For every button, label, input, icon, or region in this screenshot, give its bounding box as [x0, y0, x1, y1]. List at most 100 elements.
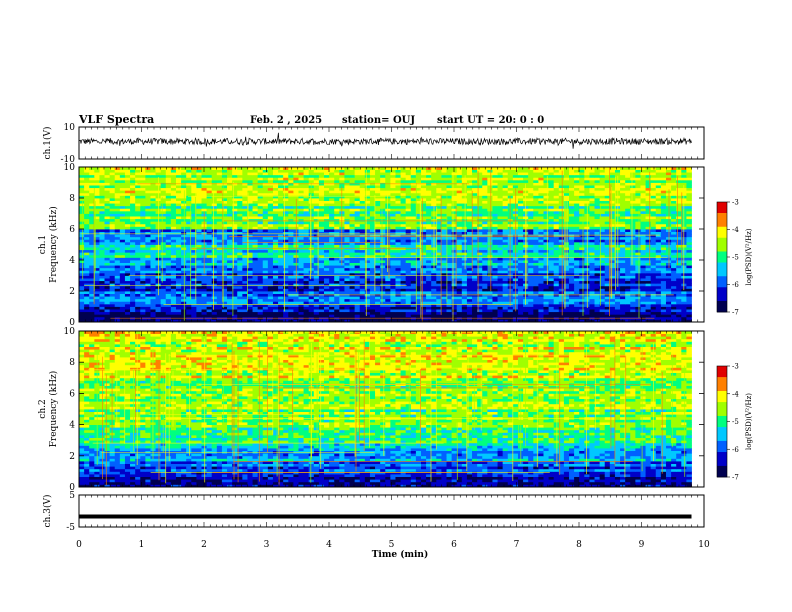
colorbar-cell — [717, 424, 727, 428]
colorbar-cell — [717, 427, 727, 431]
ch1-colorbar: -3 -4 -5 -6 -7 log(PSD)(V²/Hz) — [716, 199, 753, 317]
colorbar-tick-label: -5 — [732, 254, 739, 262]
colorbar-cell — [717, 393, 727, 397]
ch1-ytick-label: -10 — [61, 155, 76, 165]
colorbar-tick-label: -6 — [732, 446, 739, 454]
x-tick-label: 7 — [514, 540, 520, 550]
ch1-spectrogram-ytick-label: 0 — [69, 318, 75, 328]
ch3-waveform-panel: 5 -5 ch.3(V) — [42, 491, 705, 533]
ch2-spectrogram-panel: 0 2 4 6 8 10 ch.2 Frequency (kHz) — [38, 327, 705, 493]
ch1-spectrogram-ytick-label: 10 — [64, 163, 76, 173]
ch1-spectrogram-panel: 0 2 4 6 8 10 ch.1 Frequency (kHz) — [38, 163, 705, 328]
x-tick-label: 2 — [201, 540, 207, 550]
ch2-spectrogram-ytick-label: 10 — [64, 327, 76, 337]
ch2-spectrogram-ytick-label: 0 — [69, 483, 75, 493]
colorbar-cell — [717, 290, 727, 294]
colorbar-cell — [717, 259, 727, 263]
ch1-spectrogram-ylabel: ch.1 — [38, 235, 48, 254]
colorbar-cell — [717, 379, 727, 384]
colorbar-cell — [717, 388, 727, 392]
colorbar-cell — [717, 262, 727, 266]
colorbar-cell — [717, 221, 727, 225]
colorbar-cell — [717, 404, 727, 409]
colorbar-cell — [717, 443, 727, 447]
colorbar-cell — [717, 465, 727, 470]
colorbar-cell — [717, 210, 727, 214]
colorbar-cell — [717, 410, 727, 414]
colorbar-cell — [717, 226, 727, 230]
colorbar-cell — [717, 463, 727, 467]
ch3-ytick-label: -5 — [66, 523, 75, 533]
x-tick-label: 0 — [76, 540, 82, 550]
colorbar-cell — [717, 215, 727, 219]
ch2-spectrogram-ytick-label: 2 — [69, 452, 75, 462]
figure-title: VLF Spectra — [78, 113, 154, 126]
colorbar-tick-label: -6 — [732, 281, 739, 289]
colorbar-cell — [717, 399, 727, 403]
ch1-spectrogram-ylabel: Frequency (kHz) — [48, 206, 59, 283]
colorbar-cell — [717, 421, 727, 425]
colorbar-cell — [717, 449, 727, 453]
ch3-ylabel: ch.3(V) — [42, 495, 53, 528]
colorbar-cell — [717, 429, 727, 433]
ch1-trace — [78, 132, 692, 149]
colorbar-cell — [717, 235, 727, 239]
colorbar-cell — [717, 435, 727, 439]
colorbar-cell — [717, 232, 727, 236]
colorbar-cell — [717, 418, 727, 422]
colorbar-cell — [717, 303, 727, 307]
ch1-waveform-panel: 10 -10 ch.1(V) — [42, 123, 705, 165]
colorbar-cell — [717, 202, 727, 206]
colorbar-tick-label: -7 — [732, 309, 739, 317]
colorbar-cell — [717, 224, 727, 228]
colorbar-cell — [717, 270, 727, 274]
colorbar-cell — [717, 292, 727, 296]
colorbar-cell — [717, 237, 727, 241]
colorbar-cell — [717, 284, 727, 288]
x-tick-label: 1 — [139, 540, 145, 550]
colorbar-cell — [717, 413, 727, 417]
colorbar-cell — [717, 377, 727, 381]
colorbar-cell — [717, 368, 727, 372]
colorbar-cell — [717, 374, 727, 378]
x-tick-label: 10 — [698, 540, 710, 550]
colorbar-label: log(PSD)(V²/Hz) — [745, 393, 753, 450]
colorbar-cell — [717, 204, 727, 208]
ch2-spectrogram-ylabel: ch.2 — [38, 399, 48, 418]
colorbar-tick-label: -3 — [732, 199, 739, 207]
colorbar-cell — [717, 402, 727, 406]
colorbar-cell — [717, 440, 727, 445]
ch2-colorbar: -3 -4 -5 -6 -7 log(PSD)(V²/Hz) — [716, 363, 753, 482]
colorbar-cell — [717, 257, 727, 261]
colorbar-cell — [717, 390, 727, 395]
colorbar-cell — [717, 281, 727, 285]
colorbar-cell — [717, 246, 727, 250]
colorbar-cell — [717, 268, 727, 272]
colorbar-cell — [717, 248, 727, 252]
header-start-time: start UT = 20: 0 : 0 — [437, 115, 544, 126]
colorbar-cell — [717, 371, 727, 375]
colorbar-cell — [717, 229, 727, 233]
colorbar-cell — [717, 454, 727, 458]
x-tick-label: 9 — [639, 540, 645, 550]
colorbar-cell — [717, 457, 727, 461]
x-axis-label: Time (min) — [372, 549, 429, 560]
x-tick-label: 5 — [389, 540, 395, 550]
colorbar-cell — [717, 213, 727, 217]
colorbar-cell — [717, 396, 727, 400]
colorbar-cell — [717, 452, 727, 456]
ch2-spectrogram-ytick-label: 8 — [69, 358, 75, 368]
x-tick-label: 8 — [576, 540, 582, 550]
ch1-spectrogram-ytick-label: 8 — [69, 194, 75, 204]
ch2-spectrogram-ytick-label: 6 — [69, 389, 75, 399]
header-date: Feb. 2 , 2025 — [250, 115, 322, 126]
ch2-spectrogram-ylabel: Frequency (kHz) — [48, 371, 59, 448]
colorbar-tick-label: -3 — [732, 363, 739, 371]
colorbar-cell — [717, 273, 727, 277]
ch1-spectrogram-ytick-label: 6 — [69, 225, 75, 235]
colorbar-tick-label: -4 — [732, 390, 739, 398]
colorbar-cell — [717, 251, 727, 255]
colorbar-cell — [717, 279, 727, 283]
header-station: station= OUJ — [342, 115, 415, 126]
